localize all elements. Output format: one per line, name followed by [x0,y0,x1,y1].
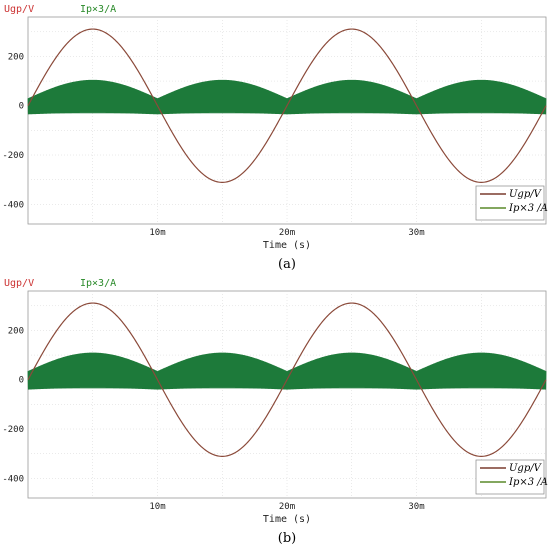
y-tick-label: 0 [19,376,24,386]
legend-label: Ip×3 /A [508,477,548,488]
series-ugp-line [27,28,547,183]
y-tick-label: -400 [2,200,24,210]
chart-panel-b: Ugp/V Ip×3/A 200 0 -200 -400 10m 20m 30m Time (s)… [0,274,550,548]
legend-box [475,459,545,495]
panel-caption: (b) [278,531,296,546]
legend-box [475,185,545,221]
legend-label: Ugp/V [509,463,543,474]
chart-svg-b: Ugp/V Ip×3/A 200 0 -200 -400 10m 20m 30m Time (s)… [2,278,548,546]
top-label-ugp: Ugp/V [4,4,34,15]
plot-area [27,16,547,225]
top-label-ip: Ip×3/A [80,4,116,15]
x-tick-label: 10m [149,228,165,238]
x-axis-label: Time (s) [263,514,311,525]
x-tick-label: 30m [408,228,424,238]
y-tick-label: -400 [2,474,24,484]
plot-area [27,290,547,499]
y-tick-label: 200 [8,52,24,62]
y-tick-label: -200 [2,151,24,161]
y-tick-label: -200 [2,425,24,435]
panel-caption: (a) [278,257,296,272]
top-label-ip: Ip×3/A [80,278,116,289]
legend-label: Ugp/V [509,189,543,200]
x-tick-label: 10m [149,502,165,512]
y-tick-label: 0 [19,102,24,112]
x-tick-label: 20m [279,502,295,512]
top-label-ugp: Ugp/V [4,278,34,289]
legend-label: Ip×3 /A [508,203,548,214]
x-axis-label: Time (s) [263,240,311,251]
series-ugp-line [27,302,547,457]
x-tick-label: 30m [408,502,424,512]
chart-panel-a: Ugp/V Ip×3/A 200 0 -200 -400 10m 20m 30m Time (s)… [0,0,550,274]
x-tick-label: 20m [279,228,295,238]
chart-svg-a: Ugp/V Ip×3/A 200 0 -200 -400 10m 20m 30m Time (s)… [2,4,548,272]
y-tick-label: 200 [8,326,24,336]
